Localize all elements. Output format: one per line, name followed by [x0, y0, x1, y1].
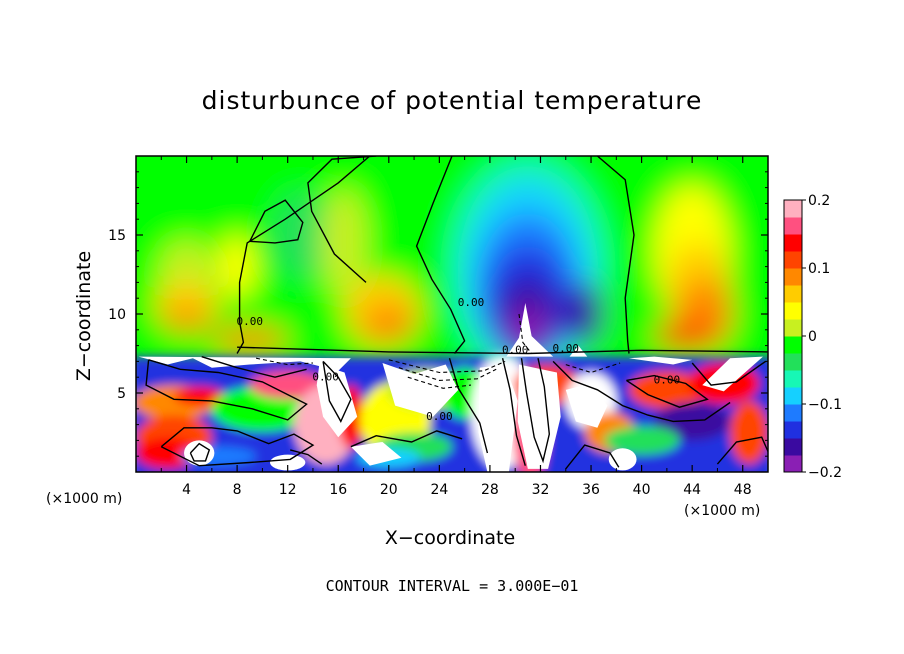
colorbar-swatch: [784, 353, 802, 371]
colorbar-swatch: [784, 421, 802, 439]
x-tick-label: 36: [582, 482, 600, 498]
y-tick-label: 15: [108, 228, 126, 244]
heatmap-field: [136, 156, 768, 472]
colorbar-swatch: [784, 370, 802, 388]
contour-label-5: 0.00: [458, 296, 485, 309]
colorbar-swatch: [784, 336, 802, 354]
x-tick-label: 28: [481, 482, 499, 498]
colorbar-swatch: [784, 455, 802, 473]
x-axis-label: X−coordinate: [384, 527, 516, 549]
colorbar-tick-label: 0.2: [808, 193, 830, 209]
colorbar: 0.2 0.1 0 −0.1 −0.2: [783, 193, 842, 481]
colorbar-tick-label: 0.1: [808, 261, 830, 277]
colorbar-tick-label: −0.1: [808, 397, 842, 413]
colorbar-swatch: [784, 217, 802, 235]
colorbar-swatch: [784, 404, 802, 422]
contour-label-1: 0.00: [312, 370, 339, 383]
contour-label-2: 0.00: [426, 410, 453, 423]
x-tick-label: 32: [532, 482, 550, 498]
contour-lines: 0.00 0.00 0.00 0.00 0.00 0.00 0.00: [145, 156, 768, 470]
y-tick-label: 10: [108, 307, 126, 323]
colorbar-swatch: [784, 200, 802, 218]
colorbar-swatch: [784, 302, 802, 320]
y-axis-label: Z−coordinate: [73, 250, 95, 382]
colorbar-swatch: [784, 387, 802, 405]
contour-label-4: 0.00: [654, 374, 681, 387]
contour-interval-note: CONTOUR INTERVAL = 3.000E−01: [325, 577, 579, 595]
contour-label-6: 0.00: [553, 342, 580, 355]
colorbar-tick-label: −0.2: [808, 465, 842, 481]
colorbar-swatch: [784, 438, 802, 456]
contour-label-0: 0.00: [237, 315, 264, 328]
colorbar-swatch: [784, 285, 802, 303]
x-unit-right: (×1000 m): [684, 503, 761, 519]
x-tick-label: 16: [329, 482, 347, 498]
x-tick-label: 12: [279, 482, 297, 498]
x-tick-label: 40: [633, 482, 651, 498]
chart-title: disturbunce of potential temperature: [201, 86, 703, 115]
colorbar-swatch: [784, 319, 802, 337]
x-tick-label: 48: [734, 482, 752, 498]
x-tick-label: 4: [182, 482, 191, 498]
colorbar-swatch: [784, 234, 802, 252]
colorbar-swatch: [784, 268, 802, 286]
x-unit-left: (×1000 m): [46, 491, 123, 507]
y-tick-label: 5: [117, 386, 126, 402]
x-tick-label: 44: [683, 482, 701, 498]
colorbar-swatch: [784, 251, 802, 269]
x-tick-label: 20: [380, 482, 398, 498]
x-tick-label: 8: [233, 482, 242, 498]
contour-label-3: 0.00: [502, 344, 529, 357]
colorbar-tick-label: 0: [808, 329, 817, 345]
x-tick-label: 24: [430, 482, 448, 498]
